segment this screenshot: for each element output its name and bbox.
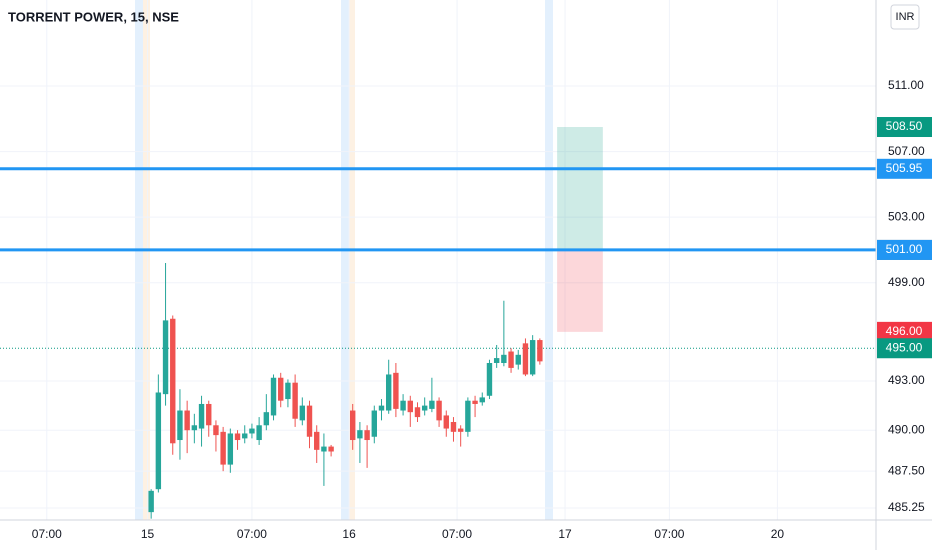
- candle-body: [472, 400, 478, 404]
- candle-body: [206, 403, 212, 426]
- candle-body: [321, 446, 327, 452]
- candle-body: [421, 405, 428, 411]
- price-label-box: [877, 117, 932, 138]
- y-tick-label: 507.00: [888, 144, 925, 158]
- price-label-box: [877, 321, 932, 342]
- grid: [0, 0, 876, 520]
- candle-body: [450, 421, 457, 432]
- x-tick-label: 17: [558, 527, 572, 541]
- candle-body: [242, 433, 248, 439]
- candle-body: [177, 410, 183, 441]
- currency-box[interactable]: [890, 4, 920, 30]
- candle-body: [443, 415, 449, 429]
- candle-body: [148, 490, 154, 513]
- candle-body: [299, 405, 306, 421]
- candle-body: [234, 433, 241, 441]
- session-band: [545, 0, 553, 520]
- candle-body: [213, 425, 219, 436]
- candle-body: [378, 405, 385, 411]
- candle-body: [314, 431, 320, 450]
- candle-body: [529, 340, 536, 375]
- candle-body: [170, 318, 176, 444]
- candle-body: [162, 320, 169, 395]
- candle-body: [292, 382, 298, 419]
- x-tick-label: 07:00: [442, 527, 472, 541]
- candle-body: [486, 363, 493, 396]
- candle-body: [385, 374, 392, 411]
- price-label-box: [877, 158, 932, 179]
- candle-body: [429, 400, 435, 409]
- candle-body: [278, 377, 284, 401]
- candle-body: [191, 425, 198, 431]
- candle-body: [328, 446, 334, 452]
- candle-body: [249, 428, 255, 434]
- currency[interactable]: INR: [896, 11, 915, 23]
- y-tick-label: 511.00: [888, 78, 924, 92]
- profit-zone: [557, 127, 603, 250]
- y-tick-label: 485.25: [888, 500, 925, 514]
- x-tick-label: 07:00: [654, 527, 684, 541]
- candle-body: [220, 431, 226, 465]
- candle-body: [457, 428, 464, 432]
- price-label: 495.00: [886, 340, 923, 354]
- price-label: 501.00: [886, 242, 923, 256]
- loss-zone: [557, 249, 603, 332]
- candle-body: [465, 400, 471, 432]
- session-band: [135, 0, 143, 520]
- price-label-box: [877, 239, 932, 260]
- candle-body: [350, 410, 356, 441]
- candle-body: [522, 343, 529, 375]
- price-label: 505.95: [886, 161, 923, 175]
- price-label: 496.00: [886, 324, 923, 338]
- axis: 485.25 487.50 490.00 493.00 499.00 503.00 507.…: [32, 78, 932, 541]
- price-label: 508.50: [886, 119, 923, 133]
- session-band: [349, 0, 355, 520]
- session-band: [143, 0, 150, 520]
- candle-body: [364, 430, 370, 441]
- candle-body: [184, 410, 190, 431]
- candle-body: [263, 412, 270, 426]
- session-band: [341, 0, 349, 520]
- candle-body: [414, 407, 421, 418]
- candle-body: [227, 433, 234, 465]
- candle-body: [515, 354, 521, 365]
- plot: [0, 127, 876, 519]
- candle-body: [479, 397, 485, 403]
- candle-body: [371, 410, 377, 437]
- candle-body: [400, 400, 406, 411]
- candle-body: [155, 392, 162, 490]
- candle-body: [285, 382, 291, 400]
- candle-body: [493, 358, 500, 364]
- y-tick-label: 490.00: [888, 422, 925, 436]
- candle-body: [501, 354, 507, 364]
- candle-body: [508, 351, 514, 368]
- candle-body: [357, 430, 363, 439]
- candle-body: [393, 372, 399, 409]
- candle-body: [537, 340, 543, 362]
- y-tick-label: 493.00: [888, 373, 925, 387]
- candle-body: [270, 377, 277, 416]
- candle-body: [306, 405, 313, 437]
- x-tick-label: 16: [342, 527, 356, 541]
- candle-body: [407, 400, 413, 413]
- x-tick-label: 15: [141, 527, 155, 541]
- candle-body: [198, 403, 205, 429]
- y-tick-label: 499.00: [888, 275, 925, 289]
- x-tick-label: 20: [771, 527, 785, 541]
- x-tick-label: 07:00: [32, 527, 62, 541]
- candle-body: [436, 400, 442, 421]
- x-tick-label: 07:00: [237, 527, 267, 541]
- session-bands: [135, 0, 553, 520]
- price-label-box: [877, 338, 932, 359]
- y-tick-label: 503.00: [888, 209, 925, 223]
- y-tick-label: 487.50: [888, 463, 925, 477]
- chart-title: TORRENT POWER, 15, NSE: [8, 9, 179, 24]
- candle-body: [256, 425, 262, 441]
